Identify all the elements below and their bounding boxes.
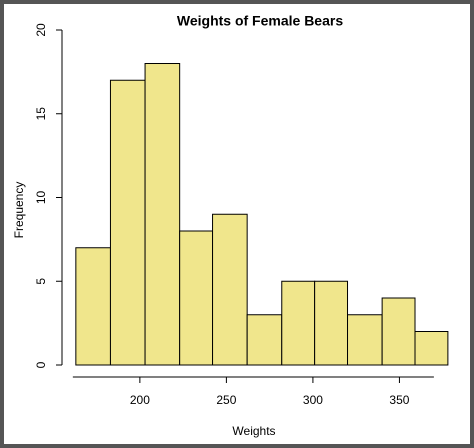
bar <box>109 79 146 366</box>
bar <box>179 230 214 366</box>
bar <box>75 247 111 366</box>
x-tick-label: 350 <box>389 393 409 407</box>
x-tick-label: 300 <box>303 393 323 407</box>
y-tick-label: 5 <box>34 278 48 285</box>
bar <box>144 63 181 366</box>
bar <box>212 213 248 366</box>
y-axis-label: Frequency <box>12 182 26 239</box>
bar <box>381 297 416 366</box>
bar <box>281 280 316 366</box>
x-tick-label: 200 <box>130 393 150 407</box>
y-tick-label: 0 <box>34 361 48 368</box>
chart-title: Weights of Female Bears <box>177 13 343 29</box>
bar <box>314 280 349 366</box>
bar <box>246 314 283 366</box>
x-axis-label: Weights <box>232 424 275 438</box>
bar <box>347 314 383 366</box>
y-tick-label: 15 <box>34 107 48 121</box>
y-tick-label: 20 <box>34 23 48 37</box>
y-tick-label: 10 <box>34 191 48 205</box>
x-tick-label: 250 <box>216 393 236 407</box>
bar <box>414 331 449 366</box>
